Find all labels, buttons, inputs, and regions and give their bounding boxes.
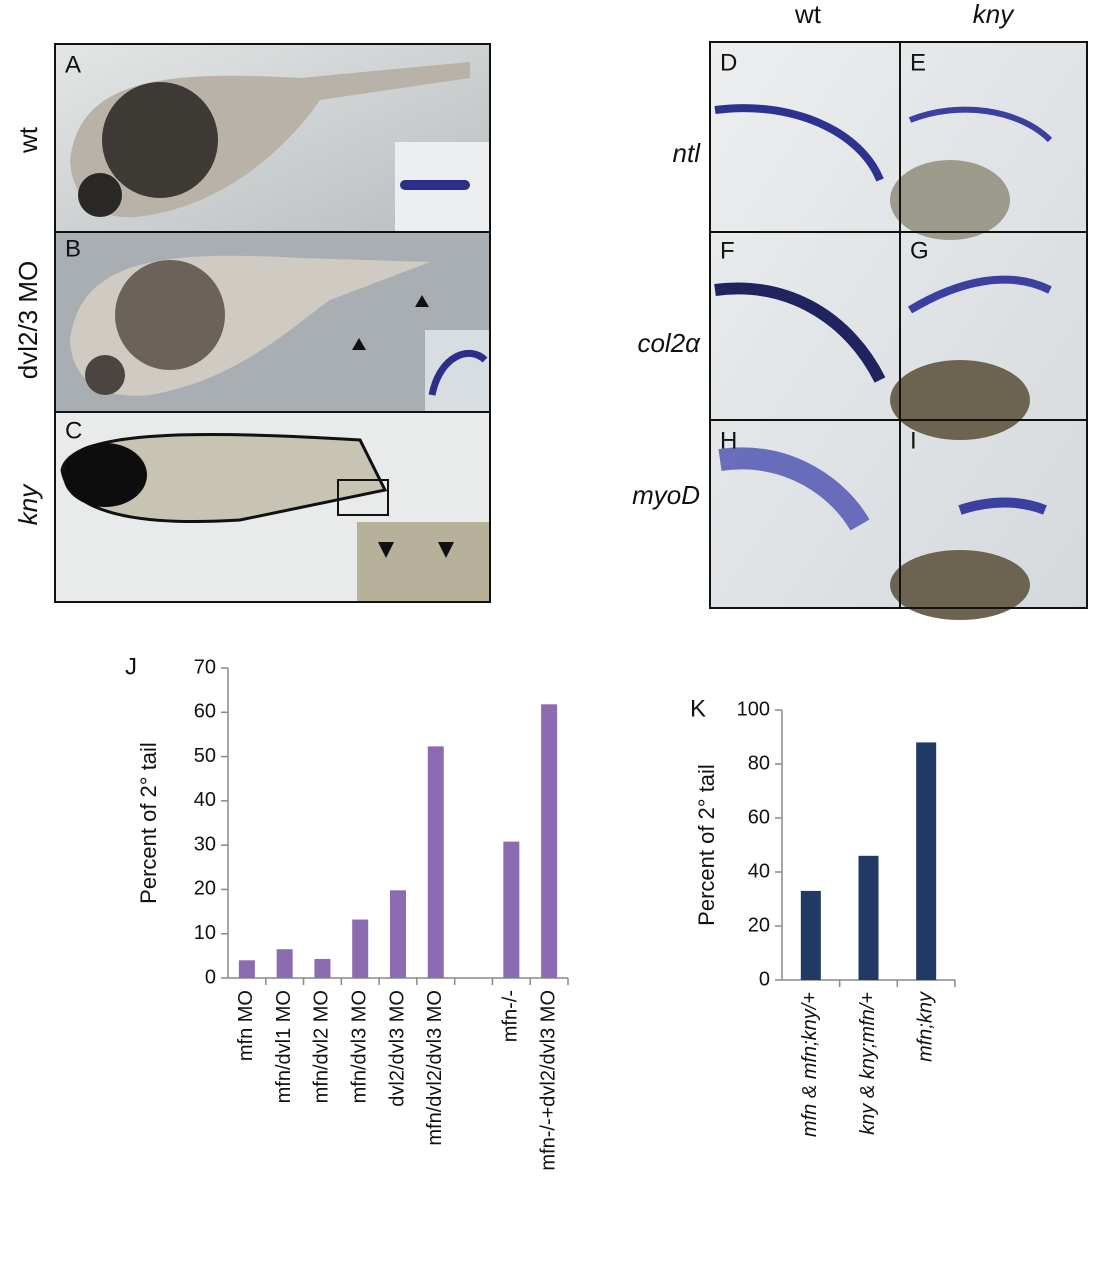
x-tick-label: mfn/dvl2 MO (311, 990, 333, 1103)
x-tick-label: dvl2/dvl3 MO (386, 990, 408, 1107)
bar (427, 746, 444, 978)
panel-label: F (720, 237, 735, 264)
x-tick-label: mfn & mfn;kny/+ (799, 992, 821, 1137)
stain (428, 349, 488, 396)
bar (276, 949, 293, 978)
box (337, 479, 389, 516)
x-tick-label: kny & kny;mfn/+ (857, 992, 879, 1135)
y-tick-label: 40 (748, 860, 770, 882)
eye (78, 173, 122, 217)
y-tick-label: 60 (194, 701, 216, 723)
x-tick-label: mfn/dvl3 MO (349, 990, 371, 1103)
x-tick-label: mfn MO (235, 990, 257, 1061)
y-tick-label: 50 (194, 745, 216, 767)
arrowhead (352, 338, 366, 350)
bar (858, 855, 879, 980)
bar (916, 742, 937, 980)
y-tick-label: 20 (748, 914, 770, 936)
y-axis-label: Percent of 2° tail (694, 764, 719, 926)
column-label: wt (794, 0, 822, 29)
row-label: kny (13, 483, 43, 525)
yolk (102, 82, 218, 198)
panel-label: E (910, 49, 926, 76)
gene-label: ntl (673, 138, 702, 168)
bar (503, 841, 520, 978)
panel-label: J (125, 653, 137, 680)
stain (958, 497, 1047, 515)
panel-image (710, 42, 1087, 608)
y-tick-label: 20 (194, 878, 216, 900)
inset (357, 522, 490, 602)
gene-label: myoD (632, 480, 700, 510)
stain (714, 104, 884, 182)
panel-label: G (910, 237, 929, 264)
stain (908, 106, 1053, 143)
row-label: wt (13, 126, 43, 154)
y-tick-label: 70 (194, 656, 216, 678)
panel-label: I (910, 427, 917, 454)
head (63, 443, 147, 507)
bar (541, 704, 558, 978)
y-tick-label: 40 (194, 789, 216, 811)
panel-label: C (65, 417, 82, 444)
inset (425, 330, 490, 412)
stain (400, 180, 470, 190)
y-tick-label: 100 (737, 698, 770, 720)
bar (390, 890, 406, 978)
y-tick-label: 60 (748, 806, 770, 828)
bar (800, 890, 821, 980)
x-tick-label: mfn/dvl2/dvl3 MO (424, 990, 446, 1146)
y-tick-label: 30 (194, 833, 216, 855)
bar (238, 960, 255, 978)
x-tick-label: mfn-/- (500, 990, 522, 1042)
row-label: dvl2/3 MO (13, 261, 43, 380)
yolk (115, 260, 225, 370)
eye (85, 355, 125, 395)
panel-label: D (720, 49, 737, 76)
gene-label: col2α (637, 328, 701, 358)
right-panels (709, 41, 1088, 620)
arrowhead (415, 295, 429, 307)
y-tick-label: 0 (759, 968, 770, 990)
stain (907, 275, 1052, 314)
panel-label: B (65, 235, 81, 262)
bar (352, 919, 369, 978)
y-tick-label: 0 (205, 966, 216, 988)
x-tick-label: mfn-/-+dvl2/dvl3 MO (537, 990, 559, 1171)
panel-label: A (65, 51, 81, 78)
yolk (890, 160, 1010, 240)
arrowhead (438, 542, 454, 558)
left-panels (54, 43, 491, 603)
stain (718, 447, 870, 531)
y-tick-label: 10 (194, 922, 216, 944)
column-label: kny (973, 0, 1015, 29)
x-tick-label: mfn/dvl1 MO (273, 990, 295, 1103)
frame (709, 41, 1088, 609)
frame (54, 43, 491, 603)
x-tick-label: mfn;kny (914, 991, 936, 1062)
y-tick-label: 80 (748, 752, 770, 774)
panel-label: H (720, 427, 737, 454)
panel-label: K (690, 695, 706, 722)
yolk (890, 550, 1030, 620)
arrowhead (378, 542, 394, 558)
stain (714, 282, 886, 383)
bar (314, 958, 331, 978)
y-axis-label: Percent of 2° tail (136, 742, 161, 904)
